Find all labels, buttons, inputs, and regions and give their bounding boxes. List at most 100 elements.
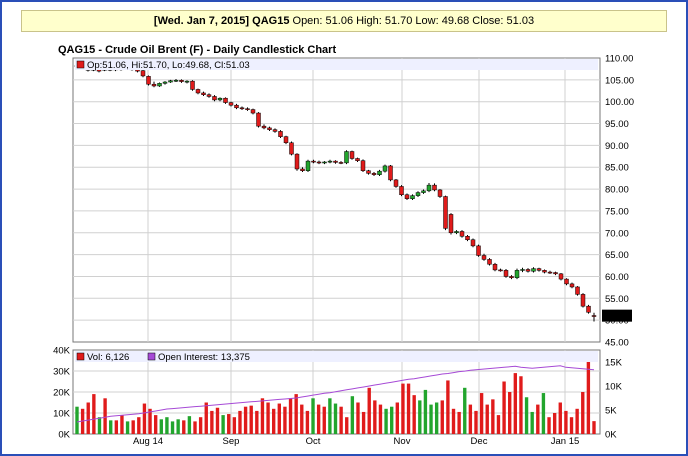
price-tick-label: 110.00 [605,54,633,65]
volume-bar [103,398,107,434]
volume-bar [339,406,343,434]
candle-body [421,190,426,193]
x-tick-label: Oct [306,436,321,447]
volume-bar [176,419,180,434]
volume-bar [474,410,478,434]
volume-bar [558,402,562,434]
volume-bar [221,415,225,434]
open-interest-legend-label: Open Interest: 13,375 [158,352,250,363]
volume-bar [210,410,214,434]
candle-body [206,94,212,97]
candle-body [278,131,283,137]
volume-bar [232,417,237,434]
candle-body [162,81,168,84]
volume-bar [328,398,332,434]
volume-tick-label: 0K [58,430,70,441]
candle-body [410,195,415,199]
volume-tick-label: 20K [53,388,71,399]
open-interest-legend-swatch [147,352,156,361]
volume-bar [243,406,248,434]
candle-body [437,189,443,197]
candle-body [327,160,333,163]
volume-legend-swatch [76,352,85,361]
candle-body [404,194,410,199]
volume-bar [418,400,422,434]
price-tick-label: 55.00 [605,294,629,305]
chart-title: QAG15 - Crude Oil Brent (F) - Daily Cand… [58,44,337,56]
volume-bar [406,383,411,434]
volume-bar [322,406,326,434]
volume-bar [536,404,540,434]
candle-body [272,129,278,132]
volume-bar [367,387,371,434]
candle-body [432,184,437,191]
volume-bar [187,416,192,434]
candle-body [201,92,206,95]
candle-body [531,268,536,272]
candle-body [371,173,377,175]
last-price-tag [602,309,632,322]
volume-bar [238,410,242,434]
volume-bar [283,406,287,434]
candle-body [316,161,322,164]
candle-body [536,268,542,271]
candle-body [349,151,355,159]
volume-legend-bg [75,351,598,362]
price-tick-label: 95.00 [605,119,629,130]
candle-body [212,96,217,101]
price-tick-label: 70.00 [605,228,629,239]
candle-body [443,196,448,229]
volume-bar [204,402,208,434]
volume-bar [446,380,450,434]
volume-bar [356,402,360,434]
candle-body [476,245,481,256]
candle-body [393,179,399,187]
candle-body [184,80,190,83]
volume-bar [227,414,231,434]
candle-body [366,170,371,174]
volume-bar [575,408,579,434]
candle-body [553,272,558,275]
volume-bar [451,408,456,434]
volume-bar [547,417,551,434]
candle-body [294,153,300,170]
open-interest-tick-label: 5K [605,406,617,417]
volume-bar [350,396,355,434]
volume-bar [114,420,119,434]
candle-body [448,214,454,234]
volume-bar [519,376,523,434]
price-legend-bg [75,59,598,70]
volume-bar [305,410,310,434]
quote-date: [Wed. Jan 7, 2015] [153,15,250,27]
open-interest-line [76,365,595,423]
volume-bar [288,398,293,434]
candle-body [580,294,586,307]
volume-bar [271,408,276,434]
volume-bar [508,392,512,434]
candle-body [245,108,250,110]
candle-body [459,231,465,237]
volume-bar [457,411,461,434]
candle-body [487,259,492,265]
candle-body [234,104,239,109]
volume-bar [496,415,501,434]
candle-body [146,76,151,85]
candle-body [591,315,597,317]
volume-bar [434,402,439,434]
volume-bar [260,398,265,434]
candle-body [250,109,256,114]
volume-bar [569,417,574,434]
volume-bar [165,417,169,434]
candle-body [426,184,432,192]
price-plot-area [72,57,601,343]
price-tick-label: 75.00 [605,206,629,217]
candle-body [454,231,459,234]
volume-bar [131,420,135,434]
candle-body [520,269,525,271]
price-tick-label: 105.00 [605,75,634,86]
x-tick-label: Nov [394,436,411,447]
volume-bar [294,394,298,434]
volume-bar [524,397,529,434]
volume-bar [198,417,203,434]
